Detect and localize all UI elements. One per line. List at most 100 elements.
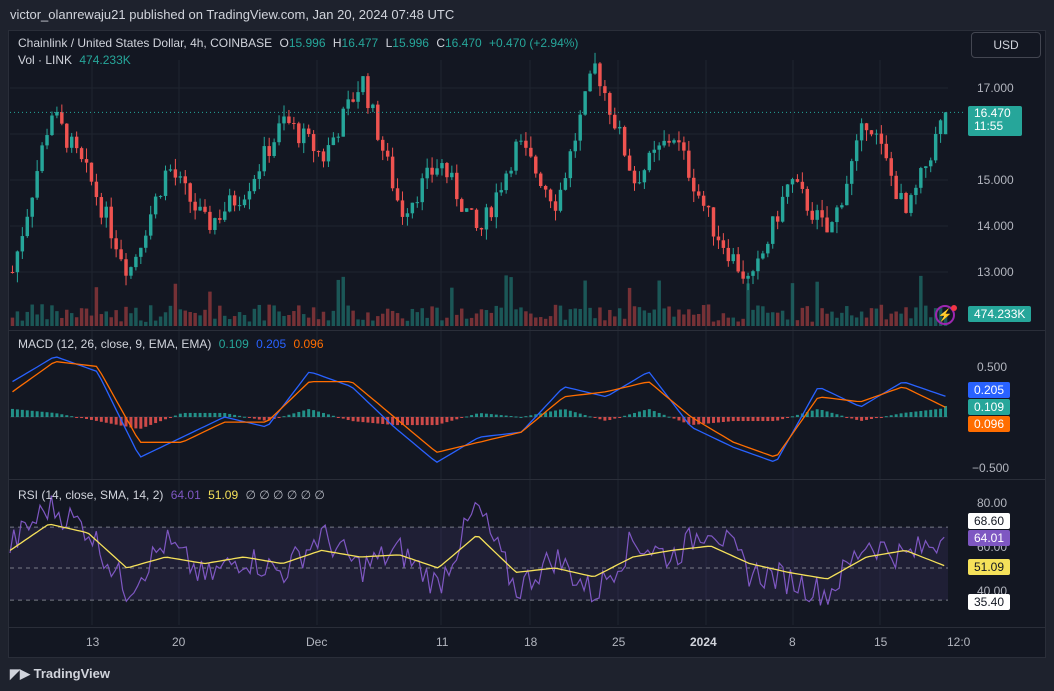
- candle-body: [410, 202, 415, 214]
- volume-bar: [277, 311, 281, 326]
- lightning-icon[interactable]: ⚡: [935, 305, 955, 325]
- rsi-lower-tag: 35.40: [968, 594, 1011, 610]
- volume-bar: [874, 308, 879, 326]
- volume-legend: Vol · LINK 474.233K: [18, 53, 135, 67]
- macd-histogram-bar: [652, 411, 656, 417]
- candle-body: [647, 152, 652, 171]
- candle-body: [306, 128, 311, 135]
- candle-body: [840, 205, 844, 208]
- volume-bar: [385, 308, 390, 326]
- volume-bar: [94, 287, 99, 326]
- volume-bar: [622, 318, 627, 326]
- candle-body: [252, 178, 257, 192]
- volume-bar: [252, 308, 257, 326]
- publish-bar: victor_olanrewaju21 published on Trading…: [0, 0, 1054, 30]
- candle-body: [10, 272, 15, 273]
- macd-histogram-bar: [771, 417, 775, 422]
- candle-body: [524, 140, 528, 148]
- volume-bar: [800, 307, 805, 326]
- symbol-name[interactable]: Chainlink / United States Dollar, 4h, CO…: [18, 36, 273, 50]
- volume-bar: [464, 318, 469, 326]
- volume-bar: [840, 312, 844, 326]
- candle-body: [381, 139, 385, 151]
- candle-body: [914, 187, 918, 196]
- candle-body: [617, 126, 622, 129]
- volume-bar: [227, 319, 232, 326]
- volume-bar: [341, 276, 345, 326]
- volume-bar: [519, 307, 523, 326]
- volume-bar: [850, 315, 854, 326]
- volume-bar: [524, 311, 528, 326]
- volume-bar: [287, 314, 291, 326]
- macd-histogram-bar: [400, 417, 404, 426]
- candle-body: [371, 104, 375, 109]
- volume-bar: [687, 309, 691, 326]
- candle-body: [548, 189, 553, 202]
- macd-histogram-bar: [899, 413, 903, 417]
- volume-bar: [20, 320, 25, 326]
- candle-body: [933, 133, 938, 161]
- candle-body: [484, 207, 489, 230]
- volume-bar: [731, 317, 735, 326]
- macd-histogram-bar: [934, 409, 938, 417]
- candle-body: [356, 92, 360, 102]
- candle-body: [820, 210, 824, 218]
- macd-histogram-bar: [524, 416, 528, 418]
- macd-histogram-bar: [514, 416, 518, 418]
- volume-bar: [504, 275, 508, 326]
- macd-histogram-bar: [25, 410, 29, 417]
- macd-histogram-bar: [795, 414, 799, 417]
- chart-frame[interactable]: [8, 30, 1046, 658]
- volume-bar: [262, 320, 266, 326]
- volume-bar: [830, 311, 834, 326]
- volume-bar: [425, 317, 429, 326]
- macd-histogram-bar: [396, 417, 400, 426]
- candle-body: [928, 160, 933, 167]
- macd-histogram-bar: [578, 413, 582, 417]
- macd-histogram-bar: [721, 417, 725, 423]
- bar-countdown: 11:55: [974, 119, 1004, 133]
- candle-body: [919, 168, 923, 188]
- candle-body: [652, 149, 656, 153]
- macd-histogram-bar: [366, 417, 370, 423]
- volume-bar: [474, 313, 479, 326]
- volume-bar: [124, 306, 128, 326]
- candle-body: [242, 199, 247, 206]
- tradingview-logo[interactable]: ◤▶ TradingView: [10, 666, 110, 681]
- rsi-sma-tag: 51.09: [968, 559, 1011, 575]
- pane-separator[interactable]: [9, 479, 1045, 480]
- volume-bar: [538, 317, 543, 326]
- macd-histogram-bar: [247, 417, 251, 418]
- candle-body: [741, 271, 745, 279]
- change-value: +0.470 (+2.94%): [489, 36, 579, 50]
- macd-histogram-bar: [929, 409, 933, 417]
- candle-body: [489, 207, 494, 218]
- macd-histogram-bar: [99, 417, 103, 422]
- candle-body: [879, 133, 884, 144]
- macd-histogram-bar: [746, 417, 750, 422]
- macd-histogram-bar: [341, 417, 345, 419]
- currency-button[interactable]: USD: [971, 32, 1041, 58]
- candle-body: [223, 211, 227, 220]
- macd-histogram-bar: [741, 417, 745, 422]
- volume-bar: [859, 311, 864, 326]
- macd-histogram-bar: [302, 410, 306, 417]
- candle-body: [361, 76, 365, 93]
- macd-histogram-bar: [55, 413, 59, 417]
- macd-histogram-bar: [60, 414, 64, 417]
- macd-histogram-bar: [292, 413, 296, 417]
- candle-body: [825, 217, 829, 233]
- volume-bar: [459, 308, 464, 326]
- macd-histogram-bar: [830, 412, 834, 417]
- volume-bar: [692, 314, 696, 326]
- candle-body: [148, 214, 153, 236]
- volume-bar: [311, 307, 316, 326]
- volume-bar: [884, 319, 889, 326]
- candle-body: [119, 249, 123, 260]
- macd-histogram-bar: [80, 417, 84, 419]
- published-info: victor_olanrewaju21 published on Trading…: [10, 7, 455, 22]
- volume-bar: [282, 315, 286, 326]
- pane-separator[interactable]: [9, 330, 1045, 331]
- volume-bar: [415, 312, 420, 326]
